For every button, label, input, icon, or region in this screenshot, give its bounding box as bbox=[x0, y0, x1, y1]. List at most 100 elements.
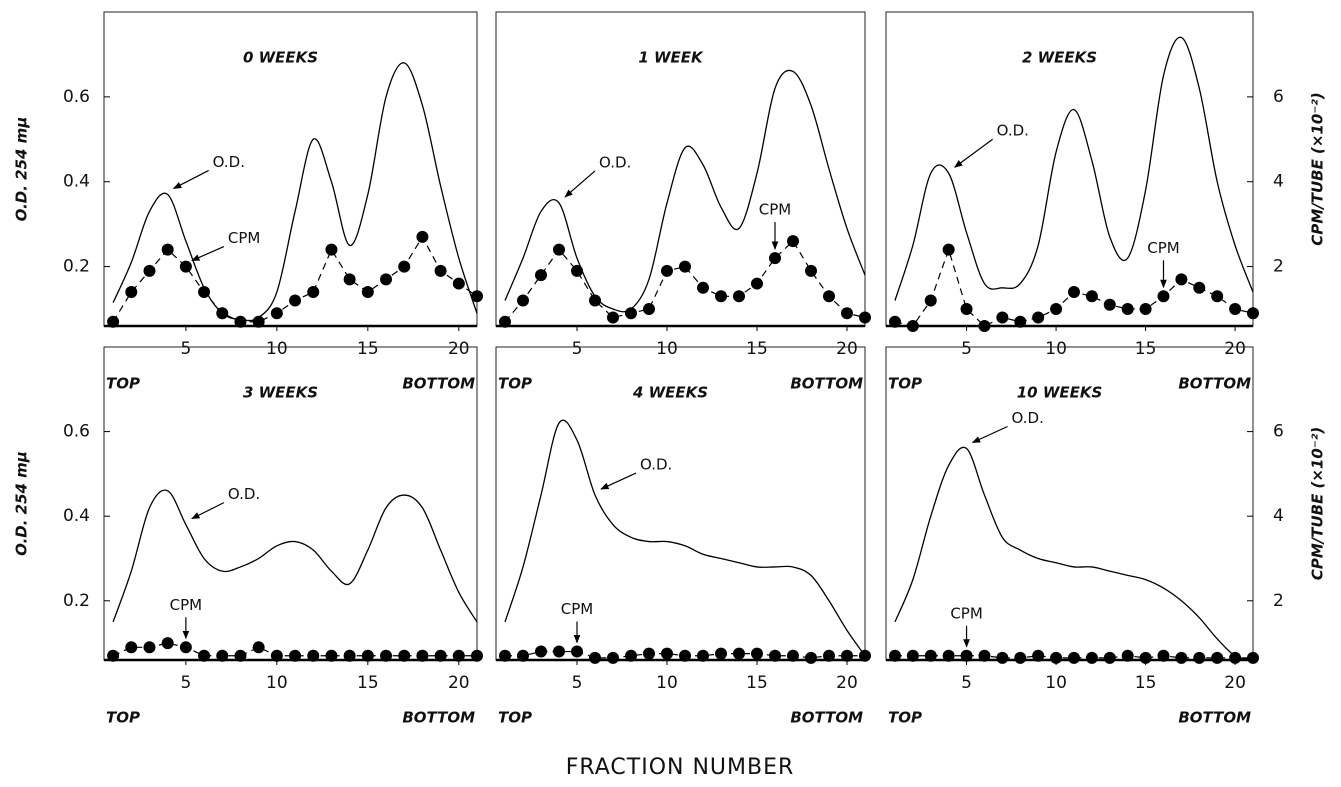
cpm-point bbox=[715, 647, 727, 660]
series-annotation: O.D. bbox=[213, 153, 245, 171]
cpm-point bbox=[361, 286, 374, 299]
series-annotation: CPM bbox=[1147, 239, 1179, 257]
od-line bbox=[894, 36, 1254, 301]
cpm-point bbox=[1014, 315, 1027, 328]
cpm-point bbox=[679, 649, 691, 662]
x-end-label: BOTTOM bbox=[402, 375, 475, 393]
cpm-point bbox=[697, 281, 709, 294]
cpm-point bbox=[107, 315, 120, 328]
od-line bbox=[894, 446, 1254, 661]
annotation-arrow bbox=[600, 472, 637, 490]
x-tick-label: 5 bbox=[180, 673, 191, 693]
cpm-point bbox=[499, 649, 511, 662]
y-tick-label: 0.4 bbox=[63, 172, 90, 192]
panel-title: 10 WEEKS bbox=[1017, 384, 1103, 402]
series-annotation: CPM bbox=[228, 229, 260, 247]
cpm-point bbox=[553, 645, 565, 658]
cpm-point bbox=[715, 290, 727, 303]
y2-axis-title: CPM/TUBE (×10⁻²) bbox=[1309, 92, 1327, 245]
cpm-point bbox=[289, 294, 302, 307]
series-annotation: O.D. bbox=[228, 485, 260, 503]
x-end-label: BOTTOM bbox=[1178, 709, 1251, 727]
x-end-label: BOTTOM bbox=[402, 709, 475, 727]
x-end-label: TOP bbox=[498, 709, 532, 727]
od-line bbox=[112, 62, 478, 322]
cpm-point bbox=[787, 235, 799, 248]
cpm-point bbox=[398, 649, 411, 662]
cpm-point bbox=[805, 651, 817, 664]
cpm-point bbox=[179, 260, 192, 273]
panel-title: 0 WEEKS bbox=[243, 49, 318, 67]
y-axis-title: O.D. 254 mμ bbox=[13, 117, 31, 222]
series-annotation: CPM bbox=[759, 201, 791, 219]
panel-title: 3 WEEKS bbox=[243, 384, 318, 402]
cpm-point bbox=[234, 315, 247, 328]
cpm-point bbox=[589, 294, 601, 307]
x-tick-label: 15 bbox=[1135, 673, 1157, 693]
od-line bbox=[504, 69, 866, 313]
cpm-point bbox=[553, 243, 565, 256]
cpm-point bbox=[499, 315, 511, 328]
y2-tick-label: 2 bbox=[1273, 257, 1284, 277]
y2-axis-title: CPM/TUBE (×10⁻²) bbox=[1309, 427, 1327, 580]
cpm-point bbox=[416, 230, 429, 243]
cpm-point bbox=[697, 649, 709, 662]
x-tick-label: 5 bbox=[572, 339, 583, 359]
cpm-point bbox=[733, 290, 745, 303]
cpm-point bbox=[471, 649, 483, 662]
cpm-point bbox=[906, 320, 919, 332]
cpm-point bbox=[1157, 649, 1170, 662]
cpm-point bbox=[1014, 651, 1027, 664]
x-tick-label: 20 bbox=[448, 339, 470, 359]
cpm-point bbox=[996, 311, 1009, 324]
cpm-point bbox=[252, 641, 265, 654]
cpm-point bbox=[161, 243, 174, 256]
x-tick-label: 5 bbox=[961, 673, 972, 693]
cpm-point bbox=[607, 651, 619, 664]
series-annotation: O.D. bbox=[599, 153, 631, 171]
cpm-point bbox=[1085, 651, 1098, 664]
cpm-point bbox=[643, 647, 655, 660]
x-end-label: TOP bbox=[106, 375, 140, 393]
x-end-label: TOP bbox=[888, 709, 922, 727]
cpm-point bbox=[1032, 649, 1045, 662]
cpm-point bbox=[1211, 290, 1224, 303]
x-tick-label: 10 bbox=[1045, 673, 1067, 693]
y2-tick-label: 6 bbox=[1273, 87, 1284, 107]
annotation-arrow bbox=[191, 246, 225, 262]
cpm-point bbox=[733, 647, 745, 660]
cpm-point bbox=[1247, 651, 1259, 664]
cpm-point bbox=[996, 651, 1009, 664]
x-tick-label: 15 bbox=[1135, 339, 1157, 359]
x-end-label: TOP bbox=[106, 709, 140, 727]
cpm-point bbox=[571, 645, 583, 658]
cpm-point bbox=[787, 649, 799, 662]
cpm-point bbox=[143, 641, 156, 654]
cpm-point bbox=[661, 647, 673, 660]
cpm-point bbox=[1050, 303, 1063, 316]
cpm-point bbox=[343, 649, 356, 662]
y-tick-label: 0.2 bbox=[63, 257, 90, 277]
cpm-point bbox=[1103, 651, 1116, 664]
cpm-point bbox=[252, 315, 265, 328]
series-annotation: O.D. bbox=[640, 456, 672, 474]
x-end-label: BOTTOM bbox=[790, 709, 863, 727]
x-tick-label: 20 bbox=[836, 673, 858, 693]
cpm-point bbox=[805, 264, 817, 277]
cpm-point bbox=[769, 649, 781, 662]
series-annotation: O.D. bbox=[997, 122, 1029, 140]
cpm-point bbox=[823, 290, 835, 303]
cpm-point bbox=[517, 649, 529, 662]
cpm-point bbox=[679, 260, 691, 273]
y2-tick-label: 4 bbox=[1273, 172, 1284, 192]
cpm-point bbox=[416, 649, 429, 662]
cpm-point bbox=[161, 637, 174, 650]
y-tick-label: 0.6 bbox=[63, 422, 90, 442]
cpm-point bbox=[234, 649, 247, 662]
cpm-line bbox=[504, 240, 866, 323]
cpm-point bbox=[125, 286, 138, 299]
x-tick-label: 5 bbox=[572, 673, 583, 693]
cpm-point bbox=[143, 264, 156, 277]
annotation-arrow bbox=[953, 138, 994, 168]
cpm-point bbox=[1050, 651, 1063, 664]
